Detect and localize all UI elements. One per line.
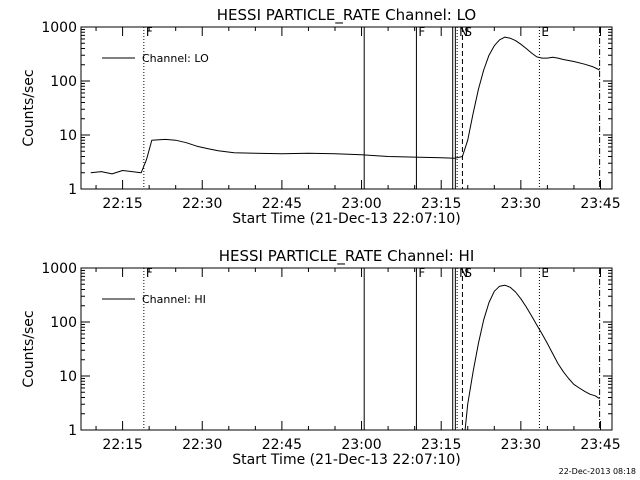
- y-tick-label: 100: [50, 315, 77, 331]
- legend-label: Channel: HI: [142, 293, 206, 306]
- series-line: [464, 284, 600, 431]
- x-axis-label: Start Time (21-Dec-13 22:07:10): [232, 211, 460, 227]
- event-marker-label: E: [541, 25, 549, 39]
- y-tick-label: 1000: [41, 261, 77, 277]
- event-marker-label: S: [464, 25, 472, 39]
- event-marker-label: N: [459, 25, 468, 39]
- legend-label: Channel: LO: [142, 52, 209, 65]
- x-axis-label: Start Time (21-Dec-13 22:07:10): [232, 452, 460, 468]
- x-tick-label: 23:30: [501, 437, 541, 453]
- chart-title: HESSI PARTICLE_RATE Channel: HI: [219, 247, 475, 266]
- timestamp-label: 22-Dec-2013 08:18: [559, 467, 636, 476]
- y-tick-label: 1: [68, 182, 77, 198]
- x-tick-label: 23:00: [341, 437, 381, 453]
- event-marker-label: E: [541, 266, 549, 280]
- y-tick-label: 10: [59, 128, 77, 144]
- y-axis-label: Counts/sec: [21, 310, 37, 387]
- x-tick-label: 23:45: [580, 196, 620, 212]
- x-tick-label: 22:30: [182, 196, 222, 212]
- event-marker-label: S: [464, 266, 472, 280]
- y-tick-label: 10: [59, 369, 77, 385]
- event-marker-label: F: [418, 25, 425, 39]
- x-tick-label: 23:30: [501, 196, 541, 212]
- y-tick-label: 100: [50, 74, 77, 90]
- x-tick-label: 23:15: [421, 437, 461, 453]
- panel-lo: HESSI PARTICLE_RATE Channel: LO Start Ti…: [21, 6, 621, 227]
- x-tick-label: 22:15: [102, 437, 142, 453]
- y-axis-label: Counts/sec: [21, 69, 37, 146]
- x-tick-label: 23:00: [341, 196, 381, 212]
- y-tick-label: 1: [68, 423, 77, 439]
- x-tick-label: 23:45: [580, 437, 620, 453]
- x-tick-label: 22:30: [182, 437, 222, 453]
- series-line: [90, 36, 600, 175]
- plot-frame: [80, 26, 613, 190]
- panel-hi: HESSI PARTICLE_RATE Channel: HI Start Ti…: [21, 247, 621, 468]
- y-tick-label: 1000: [41, 20, 77, 36]
- event-marker-label: N: [459, 266, 468, 280]
- chart-title: HESSI PARTICLE_RATE Channel: LO: [217, 6, 476, 25]
- x-tick-label: 23:15: [421, 196, 461, 212]
- event-marker-label: F: [146, 266, 153, 280]
- event-marker-label: F: [146, 25, 153, 39]
- plot-frame: [80, 267, 613, 431]
- event-marker-label: F: [418, 266, 425, 280]
- x-tick-label: 22:45: [262, 196, 302, 212]
- x-tick-label: 22:15: [102, 196, 142, 212]
- x-tick-label: 22:45: [262, 437, 302, 453]
